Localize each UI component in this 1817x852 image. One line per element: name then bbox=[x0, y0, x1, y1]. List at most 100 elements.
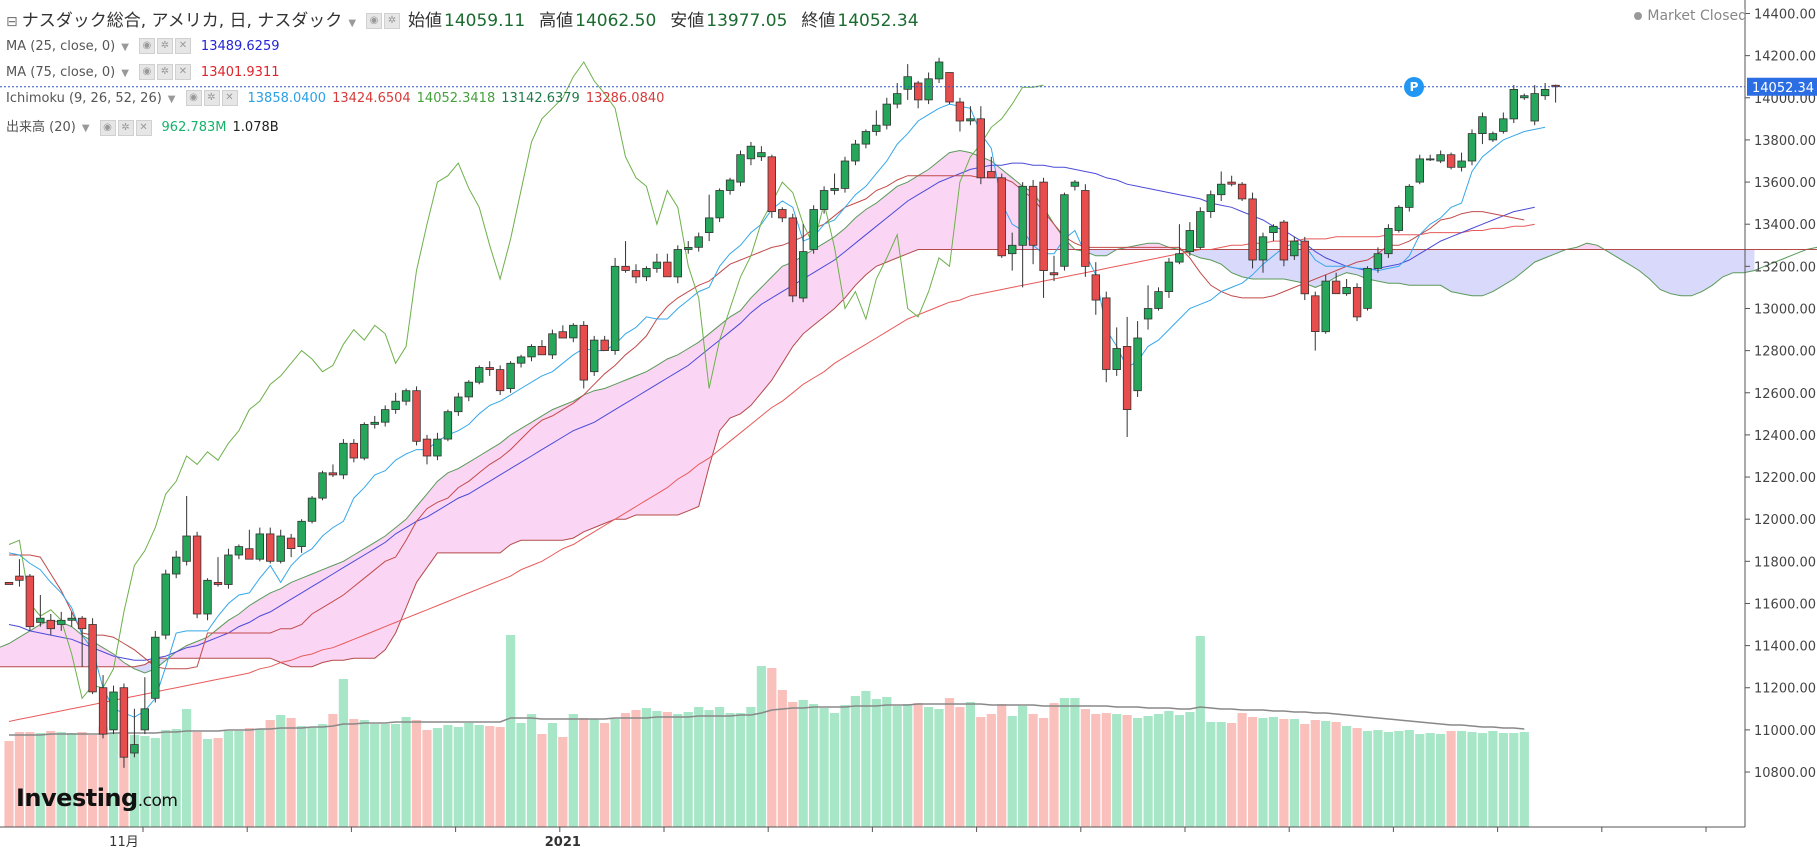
candle bbox=[1269, 224, 1278, 242]
ma75-dropdown-icon[interactable]: ▼ bbox=[121, 67, 129, 79]
cloud-segment bbox=[1419, 249, 1431, 286]
volume-bar bbox=[1415, 734, 1425, 827]
candle bbox=[1028, 180, 1038, 265]
candle-body bbox=[997, 177, 1006, 257]
y-tick-label: 11000.00 bbox=[1754, 724, 1816, 739]
candle bbox=[663, 253, 672, 278]
volume-bar bbox=[307, 727, 317, 827]
candle-body bbox=[746, 145, 756, 160]
ichimoku-legend[interactable]: Ichimoku (9, 26, 52, 26) ▼ ◉ ✲ ✕ 13858.0400 13… bbox=[6, 90, 670, 106]
ma25-gear-icon[interactable]: ✲ bbox=[156, 38, 173, 54]
volume-bar bbox=[683, 712, 693, 827]
candle bbox=[1102, 291, 1111, 383]
y-tick-label: 12600.00 bbox=[1754, 387, 1816, 402]
cloud-segment bbox=[917, 168, 929, 250]
volume-bar bbox=[1206, 722, 1216, 827]
volume-bar bbox=[276, 715, 286, 827]
volume-dropdown-icon[interactable]: ▼ bbox=[81, 123, 90, 134]
ma25-eye-icon[interactable]: ◉ bbox=[138, 38, 155, 54]
volume-bar bbox=[1352, 728, 1362, 827]
volume-bar bbox=[1028, 714, 1038, 827]
high-value: 14062.50 bbox=[575, 11, 657, 31]
cloud-segment bbox=[635, 371, 647, 516]
candle-body bbox=[1175, 253, 1184, 263]
candle-body bbox=[224, 554, 233, 585]
volume-bar bbox=[453, 727, 463, 827]
candle-body bbox=[1499, 118, 1508, 132]
candle-body bbox=[1457, 160, 1466, 168]
volume-bar bbox=[1425, 733, 1435, 827]
volume-gear-icon[interactable]: ✲ bbox=[117, 119, 134, 136]
candle-body bbox=[46, 619, 55, 630]
candle-body bbox=[1384, 227, 1393, 255]
candle bbox=[25, 574, 35, 631]
candle-body bbox=[276, 535, 285, 562]
volume-bar bbox=[359, 720, 369, 827]
market-status: Market Closed bbox=[1634, 8, 1747, 24]
p-marker-icon[interactable]: P bbox=[1404, 77, 1424, 97]
cloud-segment bbox=[384, 527, 396, 651]
candle bbox=[1488, 131, 1498, 142]
ichimoku-close-icon[interactable]: ✕ bbox=[221, 90, 238, 106]
candle-body bbox=[809, 209, 818, 250]
volume-bar bbox=[1258, 718, 1268, 827]
ichimoku-dropdown-icon[interactable]: ▼ bbox=[167, 93, 176, 105]
y-tick-label: 12200.00 bbox=[1754, 471, 1816, 486]
volume-bar bbox=[495, 727, 505, 827]
candle-body bbox=[255, 533, 264, 560]
chart-title: ナスダック総合, アメリカ, 日, ナスダック bbox=[21, 11, 343, 31]
candle bbox=[872, 110, 881, 136]
candle bbox=[1185, 222, 1194, 256]
volume-eye-icon[interactable]: ◉ bbox=[99, 119, 116, 136]
candle bbox=[1143, 285, 1153, 330]
ma25-value: 13489.6259 bbox=[200, 38, 280, 54]
gear-icon[interactable]: ✲ bbox=[384, 13, 401, 29]
candle bbox=[1363, 266, 1372, 311]
ma25-close-icon[interactable]: ✕ bbox=[174, 38, 191, 54]
volume-bar bbox=[255, 729, 265, 827]
volume-legend[interactable]: 出来高 (20) ▼ ◉ ✲ ✕ 962.783M 1.078B bbox=[6, 116, 285, 136]
market-status-text: Market Closed bbox=[1647, 8, 1747, 24]
candle bbox=[1164, 257, 1174, 298]
volume-bar bbox=[1174, 715, 1184, 827]
ichimoku-eye-icon[interactable]: ◉ bbox=[185, 90, 202, 106]
candle-body bbox=[903, 76, 912, 90]
volume-bar bbox=[67, 733, 77, 827]
ma25-legend[interactable]: MA (25, close, 0) ▼ ◉ ✲ ✕ 13489.6259 bbox=[6, 38, 286, 54]
candle bbox=[924, 72, 933, 105]
candle bbox=[642, 266, 651, 282]
collapse-icon[interactable]: ⊟ bbox=[6, 14, 18, 30]
candle bbox=[809, 205, 818, 254]
candle bbox=[57, 611, 66, 631]
candle bbox=[495, 365, 505, 395]
candle-body bbox=[1237, 183, 1247, 200]
candle bbox=[412, 386, 421, 446]
eye-icon[interactable]: ◉ bbox=[366, 13, 383, 29]
candle-body bbox=[454, 396, 463, 413]
title-dropdown-icon[interactable]: ▼ bbox=[348, 18, 357, 29]
candle bbox=[328, 464, 338, 477]
volume-bar bbox=[850, 696, 860, 827]
ma75-legend[interactable]: MA (75, close, 0) ▼ ◉ ✲ ✕ 13401.9311 bbox=[6, 64, 286, 80]
ichimoku-gear-icon[interactable]: ✲ bbox=[203, 90, 220, 106]
candle bbox=[370, 415, 379, 429]
ma75-eye-icon[interactable]: ◉ bbox=[138, 64, 155, 80]
candle bbox=[705, 194, 714, 242]
candle-body bbox=[1540, 89, 1550, 97]
volume-bar bbox=[129, 735, 139, 827]
candle bbox=[1112, 327, 1121, 376]
candle-body bbox=[203, 579, 212, 615]
ma75-close-icon[interactable]: ✕ bbox=[174, 64, 191, 80]
volume-close-icon[interactable]: ✕ bbox=[135, 119, 152, 136]
volume-bar bbox=[182, 709, 192, 827]
ma75-gear-icon[interactable]: ✲ bbox=[156, 64, 173, 80]
cloud-segment bbox=[907, 175, 919, 255]
candle bbox=[746, 142, 756, 166]
candle-body bbox=[349, 442, 358, 459]
candle bbox=[485, 361, 494, 376]
candle-body bbox=[1227, 181, 1236, 185]
candle-body bbox=[1373, 253, 1383, 269]
volume-bar bbox=[1509, 733, 1519, 827]
ma25-dropdown-icon[interactable]: ▼ bbox=[121, 41, 129, 53]
